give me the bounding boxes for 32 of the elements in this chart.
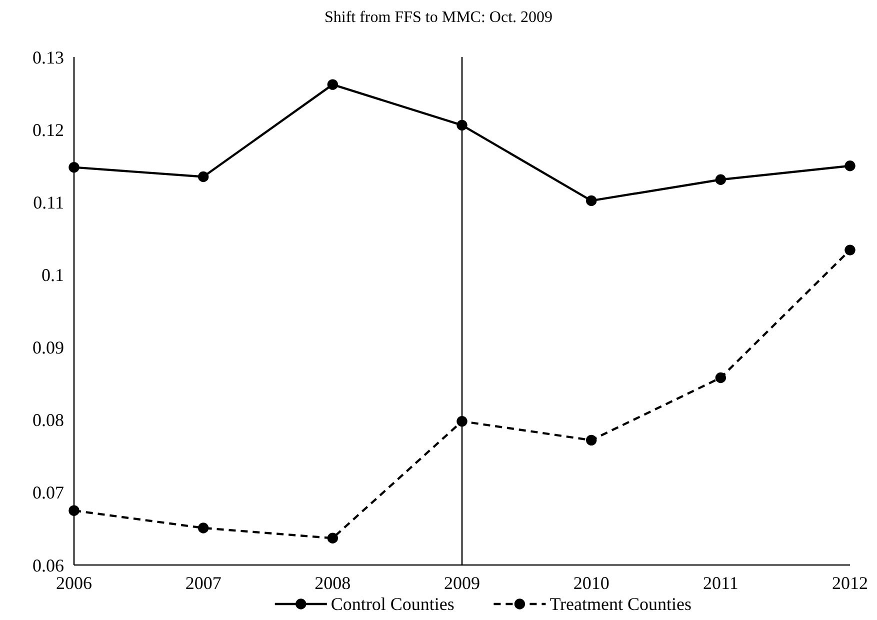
point <box>844 160 856 172</box>
x-tick-label: 2012 <box>832 573 868 593</box>
point <box>327 79 338 90</box>
point <box>844 244 856 256</box>
y-tick-label: 0.11 <box>33 192 64 212</box>
x-tick-label: 2006 <box>56 573 92 593</box>
point <box>456 120 468 131</box>
x-tick-label: 2011 <box>702 573 738 593</box>
x-tick-label: 2008 <box>314 573 351 593</box>
chart-title: Shift from FFS to MMC: Oct. 2009 <box>324 9 553 26</box>
y-tick-label: 0.08 <box>32 410 64 430</box>
y-tick-label: 0.07 <box>32 482 64 503</box>
legend-label: Control Counties <box>330 594 454 614</box>
point <box>586 434 597 446</box>
x-tick-label: 2010 <box>573 573 610 593</box>
point <box>68 505 80 516</box>
y-tick-label: 0.09 <box>32 338 64 358</box>
y-tick-label: 0.13 <box>32 47 64 68</box>
point <box>715 174 726 185</box>
point <box>68 162 80 173</box>
point <box>327 532 338 544</box>
x-tick-label: 2007 <box>185 573 222 593</box>
point <box>586 195 597 206</box>
x-tick-label: 2009 <box>444 573 480 593</box>
point <box>456 416 468 427</box>
y-tick-label: 0.1 <box>42 265 64 286</box>
point <box>198 522 209 534</box>
y-tick-label: 0.06 <box>32 555 64 576</box>
y-tick-label: 0.12 <box>32 120 64 140</box>
legend-label: Treatment Counties <box>550 594 692 614</box>
point <box>715 372 726 384</box>
point <box>198 171 209 182</box>
